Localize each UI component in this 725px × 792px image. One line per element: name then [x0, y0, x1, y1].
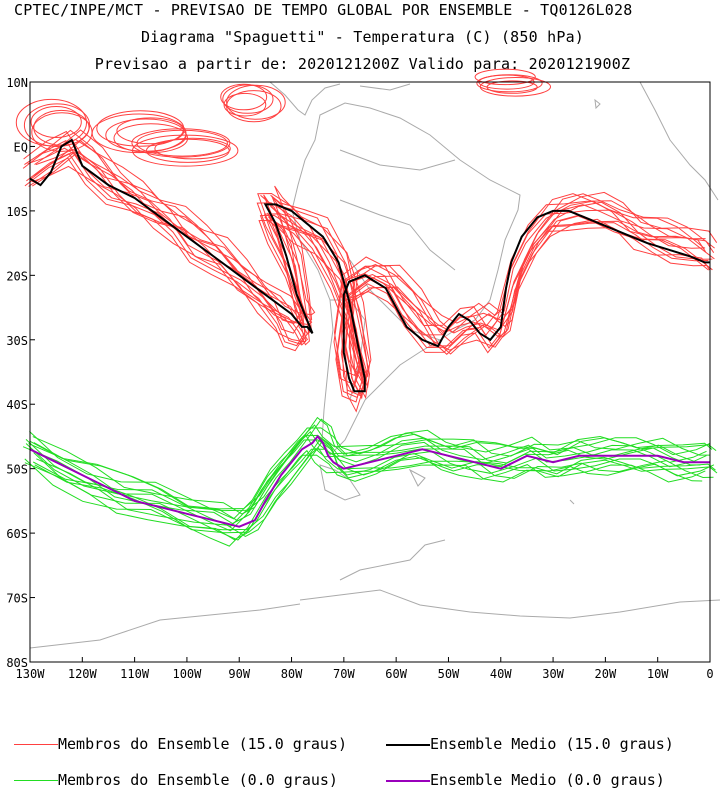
ensemble-member-line	[36, 446, 714, 537]
ensemble-member-line	[32, 437, 716, 531]
x-tick-label: 40W	[490, 667, 512, 681]
ensemble-member-line	[29, 427, 711, 520]
legend-item-mean-15: Ensemble Medio (15.0 graus)	[386, 735, 674, 753]
ensemble-member-line	[34, 129, 715, 378]
legend-item-members-0: Membros do Ensemble (0.0 graus)	[14, 771, 338, 789]
ensemble-member-loop	[479, 77, 552, 97]
ensemble-member-line	[34, 440, 718, 534]
y-tick-label: 80S	[6, 656, 28, 670]
legend-item-members-15: Membros do Ensemble (15.0 graus)	[14, 735, 347, 753]
ensemble-member-loop	[30, 106, 82, 138]
legend-swatch-mean-15	[386, 743, 430, 746]
y-tick-label: 70S	[6, 592, 28, 606]
y-tick-label: 40S	[6, 398, 28, 412]
x-tick-label: 70W	[333, 667, 355, 681]
legend-swatch-members-15	[14, 744, 58, 745]
x-tick-label: 20W	[595, 667, 617, 681]
ensemble-member-loop	[23, 103, 91, 147]
ensemble-member-loop	[91, 113, 187, 154]
y-tick-label: 50S	[6, 463, 28, 477]
ensemble-member-loop	[223, 92, 267, 117]
legend-label: Ensemble Medio (15.0 graus)	[430, 735, 674, 753]
ensemble-member-loop	[131, 128, 231, 158]
plot-frame	[29, 81, 711, 663]
ensemble-member-line	[32, 424, 711, 515]
header-line-1: CPTEC/INPE/MCT - PREVISAO DE TEMPO GLOBA…	[14, 1, 633, 19]
y-tick-label: 60S	[6, 527, 28, 541]
ensemble-member-line	[25, 434, 707, 528]
ensemble-member-line	[25, 439, 707, 532]
ensemble-member-line	[27, 147, 707, 395]
legend-swatch-mean-0	[386, 779, 430, 782]
y-axis-ticks: 10N EQ 10S 20S 30S 40S 50S 60S 70S 80S	[6, 76, 35, 670]
ensemble-member-line	[24, 454, 706, 547]
x-axis-ticks: 130W 120W 110W 100W 90W 80W 70W 60W 50W 40W 30W 20W…	[16, 657, 714, 681]
coastline-outlines	[29, 81, 721, 649]
y-tick-label: EQ	[14, 140, 28, 154]
x-tick-label: 130W	[16, 667, 46, 681]
ensemble-member-loop	[226, 84, 286, 120]
chart-title: Diagrama "Spaguetti" - Temperatura (C) (…	[140, 28, 585, 46]
ensemble-member-loop	[136, 129, 228, 157]
ensemble-member-line	[34, 140, 715, 389]
legend-item-mean-0: Ensemble Medio (0.0 graus)	[386, 771, 665, 789]
y-tick-label: 10N	[6, 76, 28, 90]
y-tick-label: 30S	[6, 334, 28, 348]
y-tick-label: 20S	[6, 269, 28, 283]
forecast-validity: Previsao a partir de: 2020121200Z Valido…	[94, 55, 631, 73]
ensemble-member-loop	[222, 84, 274, 114]
ensemble-member-loop	[15, 98, 87, 147]
x-tick-label: 60W	[385, 667, 407, 681]
x-tick-label: 110W	[120, 667, 150, 681]
x-tick-label: 90W	[228, 667, 250, 681]
legend-label: Membros do Ensemble (15.0 graus)	[58, 735, 347, 753]
ensemble-member-line	[29, 416, 713, 510]
ensemble-member-loop	[132, 134, 239, 167]
ensemble-member-loop	[474, 68, 536, 86]
ensemble-member-line	[38, 138, 718, 386]
ensemble-means	[29, 138, 710, 528]
legend-label: Membros do Ensemble (0.0 graus)	[58, 771, 338, 789]
x-tick-label: 100W	[172, 667, 202, 681]
ensemble-member-line	[26, 152, 709, 399]
ensemble-mean-line	[29, 138, 710, 393]
ensemble-member-loop	[226, 90, 282, 123]
ensemble-member-loop	[220, 83, 268, 111]
x-tick-label: 80W	[281, 667, 303, 681]
legend-label: Ensemble Medio (0.0 graus)	[430, 771, 665, 789]
legend-swatch-members-0	[14, 780, 58, 781]
ensemble-member-line	[30, 151, 713, 397]
ensemble-member-line	[35, 148, 715, 396]
x-tick-label: 30W	[542, 667, 564, 681]
y-tick-label: 10S	[6, 205, 28, 219]
x-tick-label: 120W	[68, 667, 98, 681]
x-tick-label: 0	[706, 667, 713, 681]
ensemble-mean-line	[29, 434, 710, 528]
ensemble-member-loop	[476, 74, 543, 93]
x-tick-label: 50W	[438, 667, 460, 681]
ensemble-member-loop	[154, 137, 231, 160]
x-tick-label: 10W	[647, 667, 669, 681]
ensemble-members	[15, 68, 718, 547]
